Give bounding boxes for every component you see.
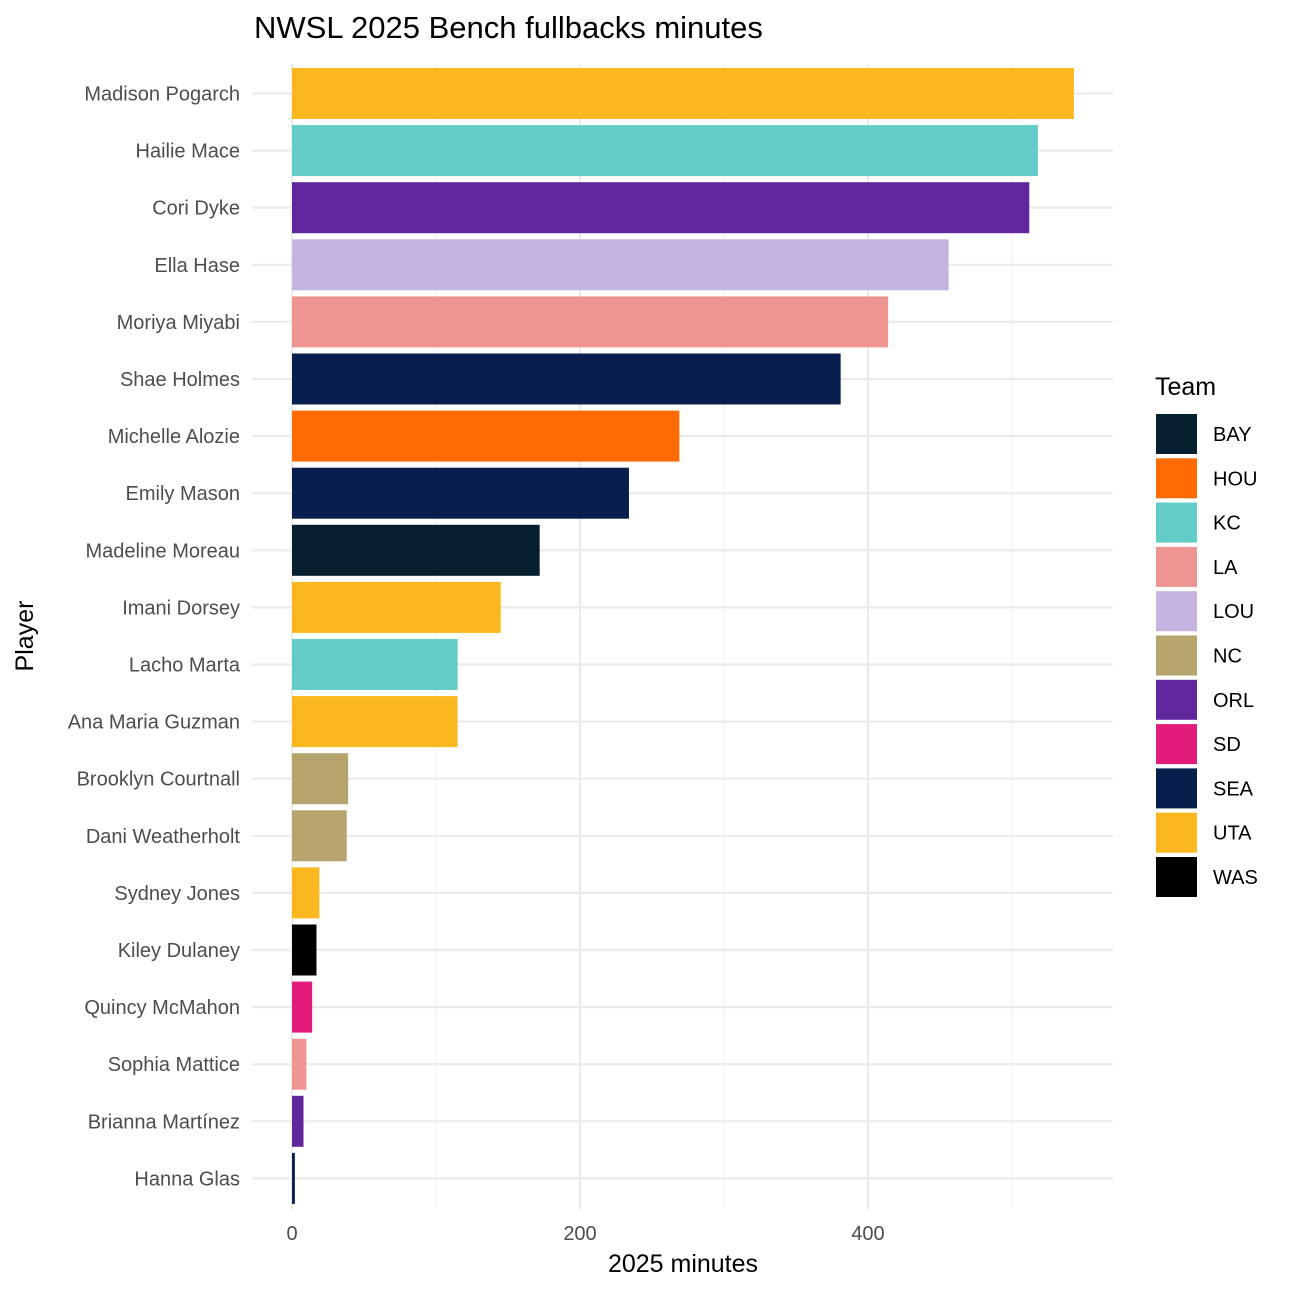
legend-label: UTA xyxy=(1213,823,1252,845)
bar xyxy=(292,125,1038,177)
y-tick-label: Quincy McMahon xyxy=(84,997,240,1019)
legend-key xyxy=(1156,591,1197,632)
y-tick-label: Dani Weatherholt xyxy=(86,826,241,848)
y-tick-label: Sophia Mattice xyxy=(108,1054,240,1076)
x-axis-title: 2025 minutes xyxy=(608,1250,758,1278)
legend-key xyxy=(1156,724,1197,765)
y-tick-label: Hailie Mace xyxy=(136,141,240,163)
x-tick-label: 200 xyxy=(563,1223,596,1245)
gridlines xyxy=(252,64,1113,1209)
legend: Team BAY HOU KC LA LOU NC ORL SD SEA UTA WAS xyxy=(1155,373,1258,897)
y-tick-label: Sydney Jones xyxy=(114,883,240,905)
bar xyxy=(292,924,317,976)
legend-label: BAY xyxy=(1213,424,1252,446)
legend-label: KC xyxy=(1213,513,1241,535)
y-tick-label: Shae Holmes xyxy=(120,369,240,391)
bar xyxy=(292,867,320,919)
x-tick-label: 400 xyxy=(851,1223,884,1245)
x-tick-label: 0 xyxy=(286,1223,297,1245)
bar xyxy=(292,467,629,519)
legend-label: SD xyxy=(1213,734,1241,756)
y-tick-label: Kiley Dulaney xyxy=(118,940,240,962)
bar xyxy=(292,68,1074,119)
y-tick-label: Moriya Miyabi xyxy=(117,312,240,334)
bar xyxy=(292,410,680,462)
legend-key xyxy=(1156,857,1197,897)
bar xyxy=(292,296,889,348)
bars xyxy=(292,68,1074,1204)
y-tick-label: Cori Dyke xyxy=(152,198,240,220)
y-tick-label: Hanna Glas xyxy=(134,1168,240,1190)
legend-key xyxy=(1156,679,1197,720)
y-tick-label: Imani Dorsey xyxy=(122,597,240,619)
y-tick-label: Madeline Moreau xyxy=(85,540,240,562)
y-tick-labels: Madison Pogarch Hailie Mace Cori Dyke Ella … xyxy=(68,84,241,1191)
y-tick-label: Ella Hase xyxy=(154,255,240,277)
bar xyxy=(292,810,347,862)
legend-key xyxy=(1156,502,1197,543)
chart-title: NWSL 2025 Bench fullbacks minutes xyxy=(254,10,763,45)
y-tick-label: Madison Pogarch xyxy=(84,84,240,106)
y-tick-label: Brianna Martínez xyxy=(88,1111,240,1133)
y-tick-label: Ana Maria Guzman xyxy=(68,712,240,734)
y-tick-label: Michelle Alozie xyxy=(108,426,240,448)
bar xyxy=(292,981,313,1033)
legend-label: ORL xyxy=(1213,690,1254,712)
bar xyxy=(292,182,1030,234)
legend-key xyxy=(1156,458,1197,499)
bar xyxy=(292,524,540,576)
legend-label: LOU xyxy=(1213,601,1254,623)
legend-key xyxy=(1156,546,1197,587)
bar xyxy=(292,353,841,405)
legend-label: WAS xyxy=(1213,867,1258,889)
bar xyxy=(292,1095,304,1147)
bar xyxy=(292,1152,295,1204)
legend-label: LA xyxy=(1213,557,1238,579)
legend-label: HOU xyxy=(1213,468,1257,490)
legend-title: Team xyxy=(1155,373,1216,401)
y-axis-title: Player xyxy=(11,601,39,672)
bar xyxy=(292,696,458,748)
bar xyxy=(292,753,349,805)
legend-key xyxy=(1156,414,1197,454)
y-tick-label: Brooklyn Courtnall xyxy=(77,769,240,791)
legend-key xyxy=(1156,768,1197,809)
bar xyxy=(292,581,501,633)
legend-key xyxy=(1156,635,1197,676)
y-tick-label: Lacho Marta xyxy=(129,655,241,677)
bar xyxy=(292,639,458,690)
legend-label: SEA xyxy=(1213,778,1254,800)
bar xyxy=(292,1038,307,1090)
legend-label: NC xyxy=(1213,646,1242,668)
y-tick-label: Emily Mason xyxy=(126,483,240,505)
x-tick-labels: 0 200 400 xyxy=(286,1223,884,1245)
legend-key xyxy=(1156,812,1197,853)
bar xyxy=(292,239,949,291)
